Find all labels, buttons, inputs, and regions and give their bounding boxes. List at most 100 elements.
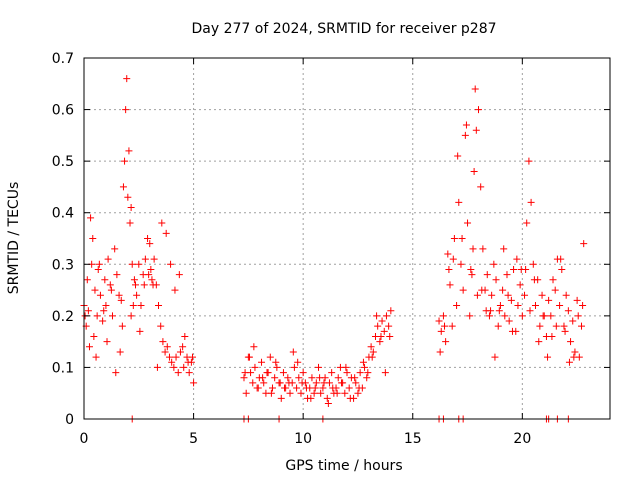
data-point [552, 322, 560, 330]
data-point [444, 250, 452, 258]
data-point [302, 384, 310, 392]
data-point [526, 307, 534, 315]
data-point [470, 167, 478, 175]
data-point [374, 322, 382, 330]
data-point [145, 271, 153, 279]
data-point [439, 312, 447, 320]
data-point [254, 384, 262, 392]
data-point [100, 307, 108, 315]
data-point [104, 255, 112, 263]
data-point [356, 369, 364, 377]
x-axis-label: GPS time / hours [285, 458, 402, 474]
data-point [174, 369, 182, 377]
data-point [549, 276, 557, 284]
data-point [316, 374, 324, 382]
data-point [448, 322, 456, 330]
data-point [123, 75, 131, 83]
data-point [343, 369, 351, 377]
data-point [560, 322, 568, 330]
data-point [263, 369, 271, 377]
data-point [308, 374, 316, 382]
data-point [299, 369, 307, 377]
data-point [180, 363, 188, 371]
data-point [159, 338, 167, 346]
data-point [121, 157, 129, 165]
data-point [85, 343, 93, 351]
x-tick-label: 15 [404, 431, 422, 447]
data-point [378, 317, 386, 325]
data-point [487, 307, 495, 315]
data-point [558, 265, 566, 273]
data-point [556, 302, 564, 310]
data-point [490, 260, 498, 268]
data-point [132, 281, 140, 289]
data-point [454, 152, 462, 160]
data-point [471, 85, 479, 93]
data-point [124, 193, 132, 201]
data-point [144, 235, 152, 242]
x-tick-label: 10 [294, 431, 312, 447]
data-point [505, 317, 513, 325]
y-tick-label: 0 [65, 412, 74, 428]
data-point [153, 363, 161, 371]
data-point [179, 343, 187, 351]
data-point [359, 358, 367, 366]
data-point [101, 276, 109, 284]
data-point [172, 353, 180, 361]
data-point [377, 332, 385, 340]
data-point [551, 286, 559, 294]
data-point [462, 121, 470, 129]
data-point [369, 348, 377, 356]
data-point [368, 353, 376, 361]
data-point [503, 271, 511, 279]
data-point [250, 343, 258, 351]
data-point [380, 327, 388, 335]
data-point [185, 369, 193, 377]
data-point [165, 353, 173, 361]
data-point [130, 276, 138, 284]
data-point [536, 322, 544, 330]
data-point [258, 358, 266, 366]
data-point [115, 291, 123, 299]
data-point [328, 369, 336, 377]
data-point [342, 363, 350, 371]
data-point [361, 363, 369, 371]
data-point [107, 286, 115, 294]
data-point [345, 384, 353, 392]
data-point [525, 157, 533, 165]
data-point [251, 363, 259, 371]
data-point [435, 317, 443, 325]
data-point [477, 183, 485, 191]
x-tick-label: 5 [189, 431, 198, 447]
y-tick-label: 0.5 [52, 154, 74, 170]
data-point [127, 204, 135, 212]
data-point [485, 312, 493, 320]
data-point [171, 286, 179, 294]
data-point [381, 369, 389, 377]
data-point [106, 281, 114, 289]
y-tick-label: 0.2 [52, 309, 74, 325]
data-point [501, 312, 509, 320]
data-point [483, 271, 491, 279]
data-point [119, 183, 127, 191]
data-point [289, 348, 297, 356]
x-tick-label: 0 [80, 431, 89, 447]
data-point [290, 363, 298, 371]
data-point [147, 265, 155, 273]
data-point [479, 245, 487, 253]
data-point [475, 106, 482, 114]
data-point [352, 379, 360, 387]
grid [84, 58, 610, 419]
data-point [188, 353, 196, 361]
data-point [128, 260, 136, 268]
data-point [84, 307, 92, 315]
data-point [111, 245, 119, 253]
plot-frame [83, 57, 611, 420]
data-point [473, 291, 481, 299]
data-point [355, 384, 363, 392]
data-point [285, 379, 293, 387]
data-point [466, 312, 474, 320]
data-point [578, 322, 586, 330]
x-tick-labels: 0 5 10 15 20 [80, 431, 532, 447]
data-point [468, 271, 476, 279]
